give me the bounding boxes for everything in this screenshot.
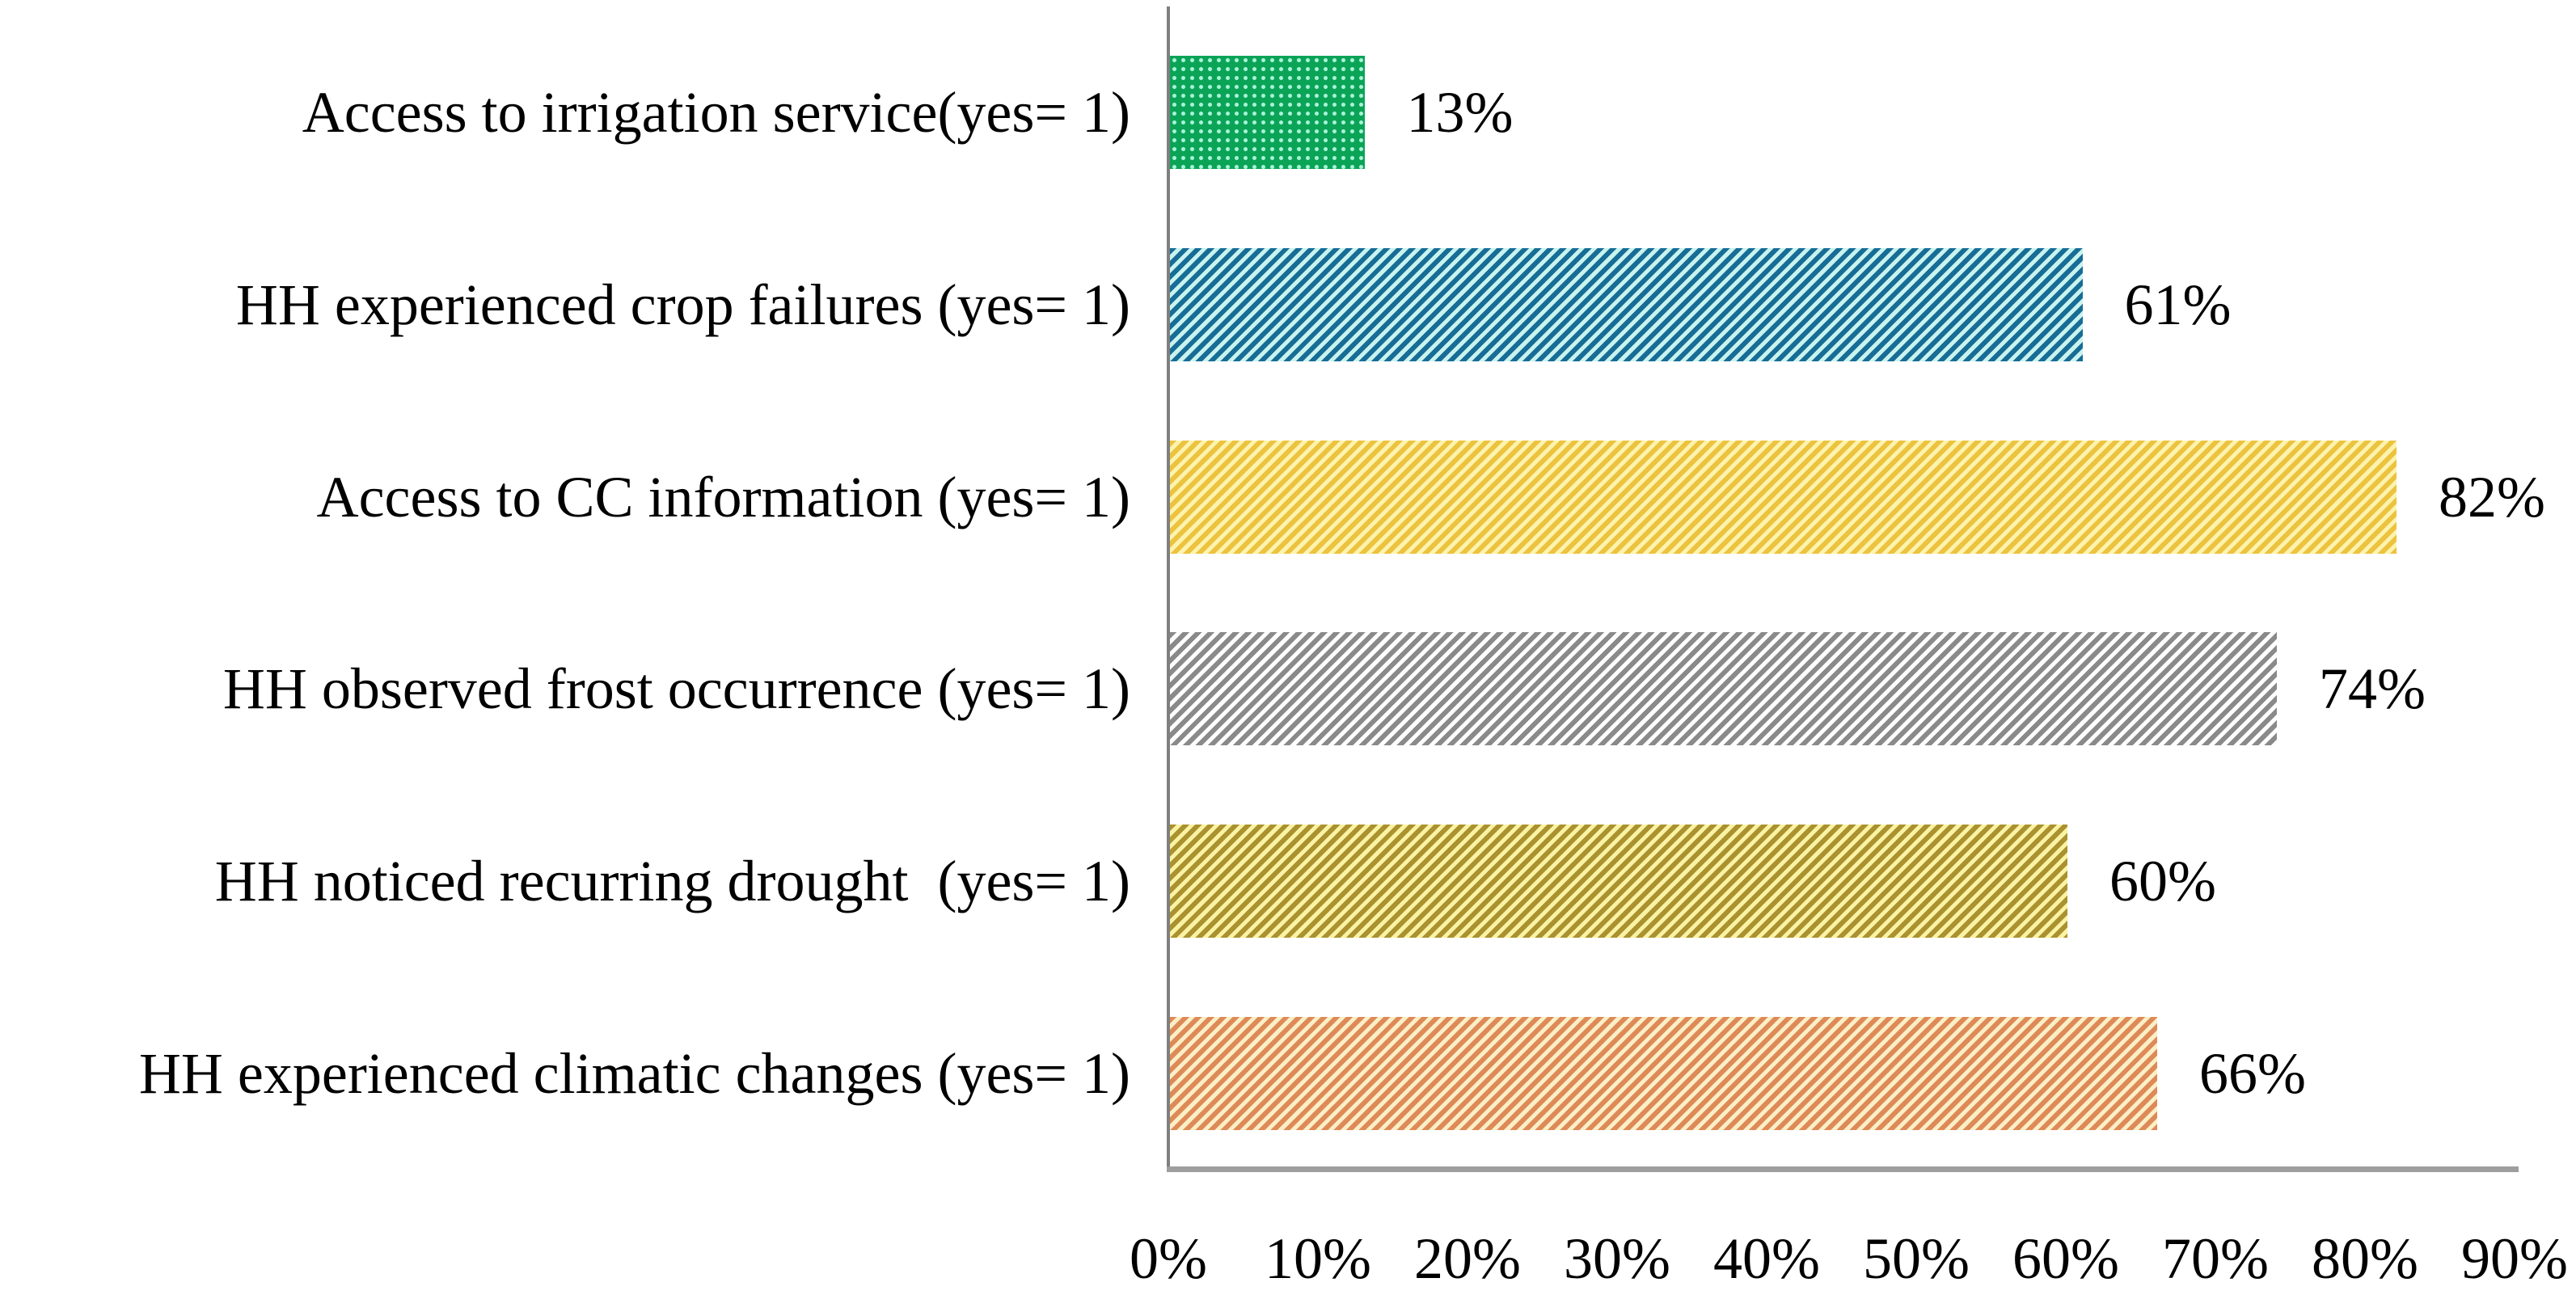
category-label: HH observed frost occurrence (yes= 1)	[222, 656, 1130, 722]
x-tick-label: 70%	[2162, 1226, 2269, 1291]
bar-yellow-striped	[1170, 440, 2397, 554]
category-label: Access to irrigation service(yes= 1)	[302, 79, 1130, 145]
x-tick-label: 90%	[2461, 1226, 2568, 1291]
bar-blue-striped	[1170, 247, 2083, 361]
x-tick-label: 20%	[1414, 1226, 1521, 1291]
x-tick-label: 0%	[1130, 1226, 1207, 1291]
value-label: 66%	[2199, 1041, 2306, 1107]
category-label: HH noticed recurring drought (yes= 1)	[214, 849, 1130, 914]
value-label: 13%	[1406, 79, 1514, 145]
value-label: 82%	[2439, 464, 2545, 529]
y-axis-line	[1167, 6, 1170, 1171]
x-tick-label: 10%	[1265, 1226, 1371, 1291]
bar-gray-striped	[1170, 632, 2277, 746]
category-label: Access to CC information (yes= 1)	[316, 464, 1130, 529]
value-label: 74%	[2319, 656, 2426, 722]
x-tick-label: 40%	[1713, 1226, 1820, 1291]
x-tick-label: 50%	[1863, 1226, 1970, 1291]
bar-green-dotted	[1170, 55, 1365, 169]
x-tick-label: 80%	[2312, 1226, 2418, 1291]
value-label: 60%	[2109, 849, 2216, 914]
category-label: HH experienced crop failures (yes= 1)	[235, 272, 1130, 337]
x-tick-label: 30%	[1564, 1226, 1670, 1291]
category-label: HH experienced climatic changes (yes= 1)	[138, 1041, 1130, 1107]
bar-olive-striped	[1170, 825, 2067, 938]
x-axis-line	[1167, 1166, 2519, 1172]
value-label: 61%	[2124, 272, 2232, 337]
bar-orange-striped	[1170, 1017, 2157, 1131]
x-tick-label: 60%	[2012, 1226, 2119, 1291]
